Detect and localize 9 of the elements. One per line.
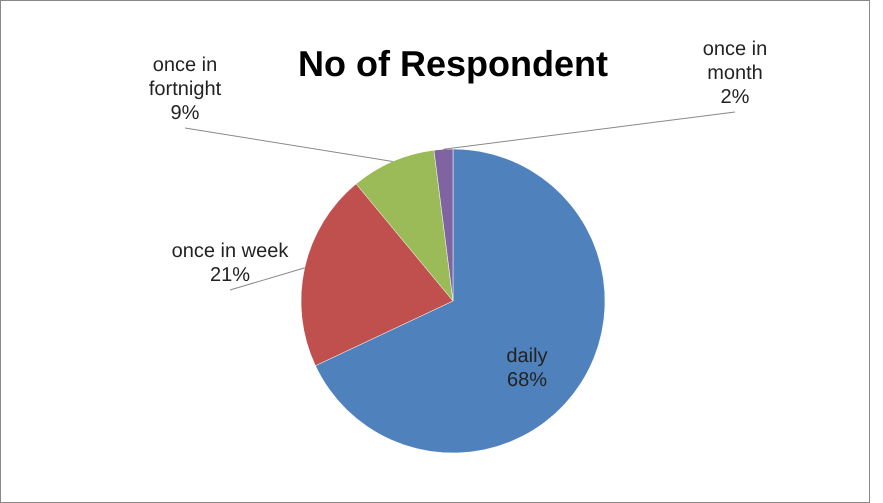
slice-label: once in week	[172, 240, 290, 262]
slice-label: once in fortnight	[148, 54, 222, 100]
data-label: 2%	[720, 86, 750, 108]
slice-label: daily	[506, 345, 548, 367]
data-label: 9%	[170, 102, 200, 124]
slice-label: once in month	[702, 38, 768, 84]
data-label: 21%	[210, 264, 250, 286]
chart-title: No of Respondent	[298, 43, 608, 84]
data-label: 68%	[506, 369, 548, 391]
